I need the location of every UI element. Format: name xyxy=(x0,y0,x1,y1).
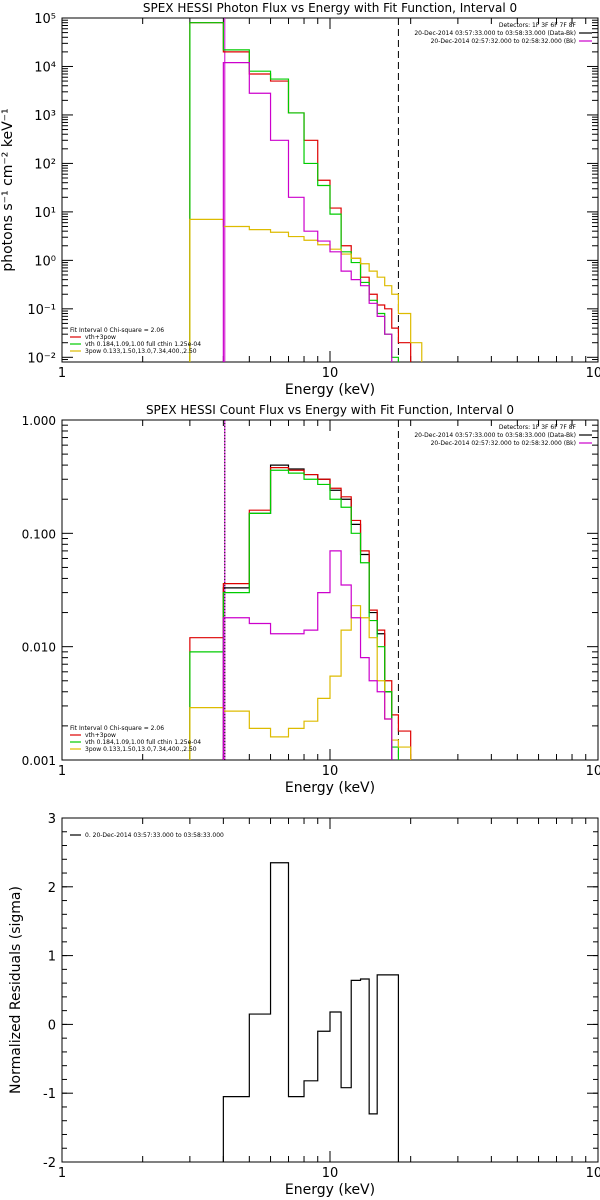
y-axis-label: photons s⁻¹ cm⁻² keV⁻¹ xyxy=(0,108,16,271)
plot-frame xyxy=(61,817,599,1163)
histogram-series xyxy=(189,22,400,362)
y-tick-label: 10¹ xyxy=(34,206,56,221)
chart-title: SPEX HESSI Count Flux vs Energy with Fit… xyxy=(146,403,514,417)
histogram-series xyxy=(222,62,393,362)
legend-text: vth+3pow xyxy=(85,732,116,739)
y-tick-label: 10² xyxy=(34,157,56,172)
x-tick-label: 100 xyxy=(586,366,600,381)
x-axis-label: Energy (keV) xyxy=(285,382,375,398)
header-text: 20-Dec-2014 03:57:33.000 to 03:58:33.000… xyxy=(414,30,576,37)
y-tick-label: 0.100 xyxy=(22,527,56,541)
y-tick-label: 0.001 xyxy=(22,754,56,768)
x-tick-label: 100 xyxy=(586,764,600,779)
x-tick-label: 10 xyxy=(322,764,339,779)
legend-text: vth 0.184,1.09,1.00 full cthin 1.25e-04 xyxy=(85,341,201,348)
legend-text: vth 0.184,1.09,1.00 full cthin 1.25e-04 xyxy=(85,739,201,746)
y-tick-label: 10³ xyxy=(34,109,56,124)
y-tick-label: 1.000 xyxy=(22,414,56,428)
y-tick-label: 0.010 xyxy=(22,641,56,655)
y-tick-label: 10⁻¹ xyxy=(27,303,56,318)
legend-text: Fit Interval 0 Chi-square = 2.06 xyxy=(70,725,164,732)
legend-text: vth+3pow xyxy=(85,334,116,341)
y-tick-label: 10⁴ xyxy=(34,60,56,75)
header-text: Detectors: 1F 3F 6F 7F 8F xyxy=(499,424,577,431)
histogram-series xyxy=(222,550,393,760)
x-tick-label: 1 xyxy=(58,1166,66,1181)
x-tick-label: 1 xyxy=(58,366,66,381)
header-text: 20-Dec-2014 03:57:33.000 to 03:58:33.000… xyxy=(414,432,576,439)
x-tick-label: 10 xyxy=(322,1166,339,1181)
y-tick-label: 3 xyxy=(48,812,56,827)
y-tick-label: 2 xyxy=(48,881,56,896)
legend-text: Fit Interval 0 Chi-square = 2.06 xyxy=(70,327,164,334)
y-axis-label: Normalized Residuals (sigma) xyxy=(8,886,24,1094)
y-tick-label: 10⁻² xyxy=(27,351,56,366)
histogram-series xyxy=(222,862,400,1162)
histogram-series xyxy=(189,469,400,760)
header-text: 20-Dec-2014 02:57:32.000 to 02:58:32.000… xyxy=(431,440,576,447)
legend-text: 0. 20-Dec-2014 03:57:33.000 to 03:58:33.… xyxy=(85,832,224,839)
x-axis-label: Energy (keV) xyxy=(285,1182,375,1198)
histogram-series xyxy=(189,218,423,362)
y-tick-label: 10⁵ xyxy=(34,12,56,27)
y-tick-label: 1 xyxy=(48,950,56,965)
x-tick-label: 100 xyxy=(586,1166,600,1181)
y-tick-label: -2 xyxy=(43,1156,56,1171)
legend-text: 3pow 0.133,1.50,13.0,7.34,400.,2.50 xyxy=(85,348,197,355)
legend-text: 3pow 0.133,1.50,13.0,7.34,400.,2.50 xyxy=(85,746,197,753)
x-tick-label: 10 xyxy=(322,366,339,381)
header-text: Detectors: 1F 3F 6F 7F 8F xyxy=(499,22,577,29)
x-axis-label: Energy (keV) xyxy=(285,780,375,796)
y-tick-label: 0 xyxy=(48,1018,56,1033)
chart-title: SPEX HESSI Photon Flux vs Energy with Fi… xyxy=(143,1,517,15)
y-tick-label: 10⁰ xyxy=(34,254,56,269)
y-tick-label: -1 xyxy=(43,1087,56,1102)
header-text: 20-Dec-2014 02:57:32.000 to 02:58:32.000… xyxy=(431,38,576,45)
x-tick-label: 1 xyxy=(58,764,66,779)
histogram-series xyxy=(189,467,412,760)
